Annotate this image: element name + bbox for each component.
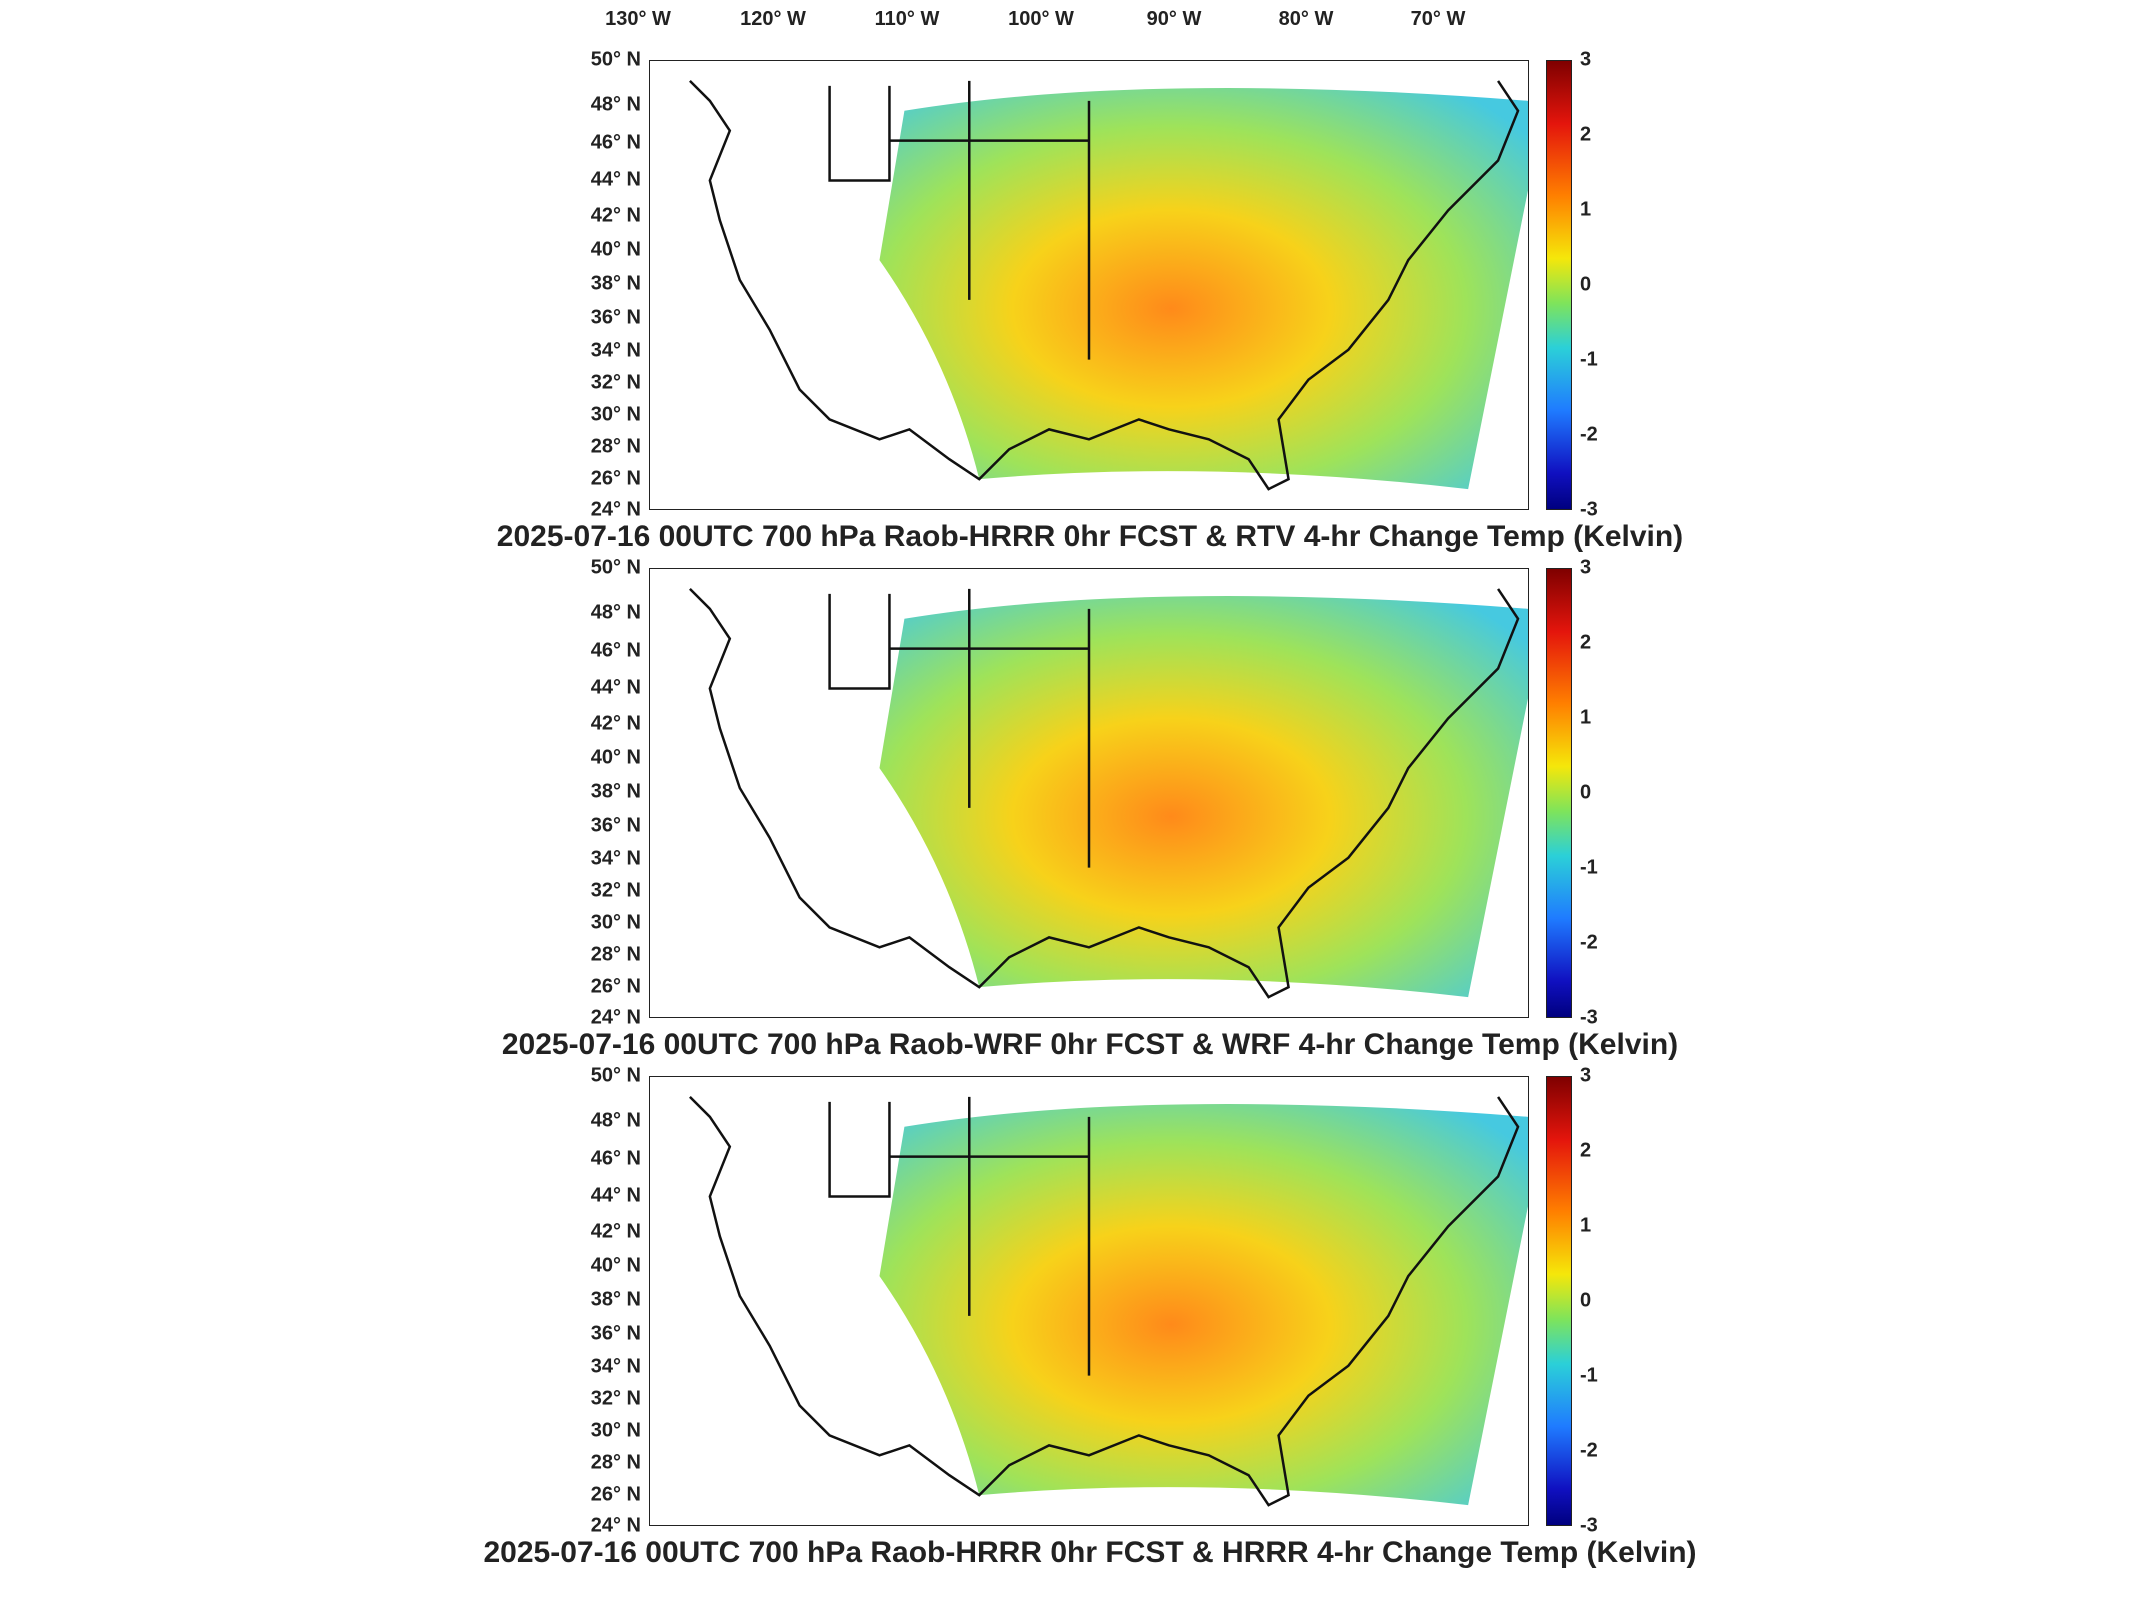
state-boundaries [689,80,1520,491]
lat-label: 26° N [590,467,641,490]
colorbar-tick-label: 3 [1580,1064,1592,1087]
colorbar-tick-label: 3 [1580,48,1592,71]
temperature-field [879,1104,1528,1506]
colorbar-tick-label: 1 [1580,198,1592,221]
lat-label: 48° N [590,93,641,116]
lat-label: 38° N [590,272,641,295]
lon-label-80w: 80° W [1278,8,1334,30]
lat-label: 34° N [590,339,641,362]
lat-label: 40° N [590,746,641,769]
lat-label: 36° N [590,1322,641,1345]
map-canvas [689,1096,1528,1507]
lon-label-90w: 90° W [1146,8,1202,30]
lat-label: 30° N [590,911,641,934]
lat-label: 36° N [590,306,641,329]
colorbar [1546,1076,1572,1526]
colorbar-tick-label: 2 [1580,123,1592,146]
temperature-field [879,88,1528,490]
map-canvas [689,588,1528,999]
lat-label: 48° N [590,601,641,624]
lat-label: 40° N [590,238,641,261]
colorbar-tick-label: 0 [1580,1289,1592,1312]
lat-label: 32° N [590,879,641,902]
colorbar [1546,568,1572,1018]
colorbar-tick-label: 2 [1580,1139,1592,1162]
panel-title: 2025-07-16 00UTC 700 hPa Raob-HRRR 0hr F… [496,520,1684,553]
colorbar-tick-label: -2 [1580,423,1598,446]
lat-label: 38° N [590,780,641,803]
lon-label-110w: 110° W [874,8,940,30]
lat-label: 32° N [590,1387,641,1410]
colorbar-tick-label: -1 [1580,856,1598,879]
lat-label: 50° N [590,48,641,71]
lat-label: 44° N [590,676,641,699]
colorbar-tick-label: -3 [1580,1006,1598,1029]
colorbar-tick-label: 0 [1580,273,1592,296]
colorbar [1546,60,1572,510]
lat-label: 38° N [590,1288,641,1311]
state-boundaries [689,588,1520,999]
lat-label: 42° N [590,204,641,227]
lat-label: 34° N [590,1355,641,1378]
colorbar-tick-label: -1 [1580,348,1598,371]
lat-label: 46° N [590,131,641,154]
colorbar-tick-label: -3 [1580,498,1598,521]
colorbar-tick-label: 1 [1580,706,1592,729]
lat-label: 42° N [590,712,641,735]
lon-label-130w: 130° W [605,8,671,30]
lat-label: 24° N [590,1006,641,1029]
colorbar-tick-label: 1 [1580,1214,1592,1237]
colorbar-tick-label: 2 [1580,631,1592,654]
lat-label: 46° N [590,1147,641,1170]
map-canvas [689,80,1528,491]
lat-label: 24° N [590,498,641,521]
lon-label-70w: 70° W [1410,8,1466,30]
lat-label: 28° N [590,943,641,966]
lat-label: 50° N [590,1064,641,1087]
lat-label: 28° N [590,435,641,458]
map-area [649,60,1529,510]
temperature-field [879,596,1528,998]
lat-label: 48° N [590,1109,641,1132]
colorbar-tick-label: 3 [1580,556,1592,579]
lat-label: 26° N [590,975,641,998]
lat-label: 32° N [590,371,641,394]
map-area [649,1076,1529,1526]
colorbar-tick-label: -2 [1580,931,1598,954]
colorbar-tick-label: -2 [1580,1439,1598,1462]
lat-label: 24° N [590,1514,641,1537]
colorbar-tick-label: 0 [1580,781,1592,804]
lon-label-100w: 100° W [1008,8,1074,30]
lat-label: 44° N [590,168,641,191]
lat-label: 26° N [590,1483,641,1506]
panel-title: 2025-07-16 00UTC 700 hPa Raob-WRF 0hr FC… [501,1028,1679,1061]
state-boundaries [689,1096,1520,1507]
lat-label: 50° N [590,556,641,579]
lat-label: 46° N [590,639,641,662]
lat-label: 30° N [590,403,641,426]
lat-label: 42° N [590,1220,641,1243]
lat-label: 28° N [590,1451,641,1474]
panel-title: 2025-07-16 00UTC 700 hPa Raob-HRRR 0hr F… [483,1536,1697,1569]
lat-label: 34° N [590,847,641,870]
map-area [649,568,1529,1018]
lat-label: 44° N [590,1184,641,1207]
lat-label: 30° N [590,1419,641,1442]
lon-label-120w: 120° W [740,8,806,30]
colorbar-tick-label: -3 [1580,1514,1598,1537]
colorbar-tick-label: -1 [1580,1364,1598,1387]
lat-label: 36° N [590,814,641,837]
lat-label: 40° N [590,1254,641,1277]
